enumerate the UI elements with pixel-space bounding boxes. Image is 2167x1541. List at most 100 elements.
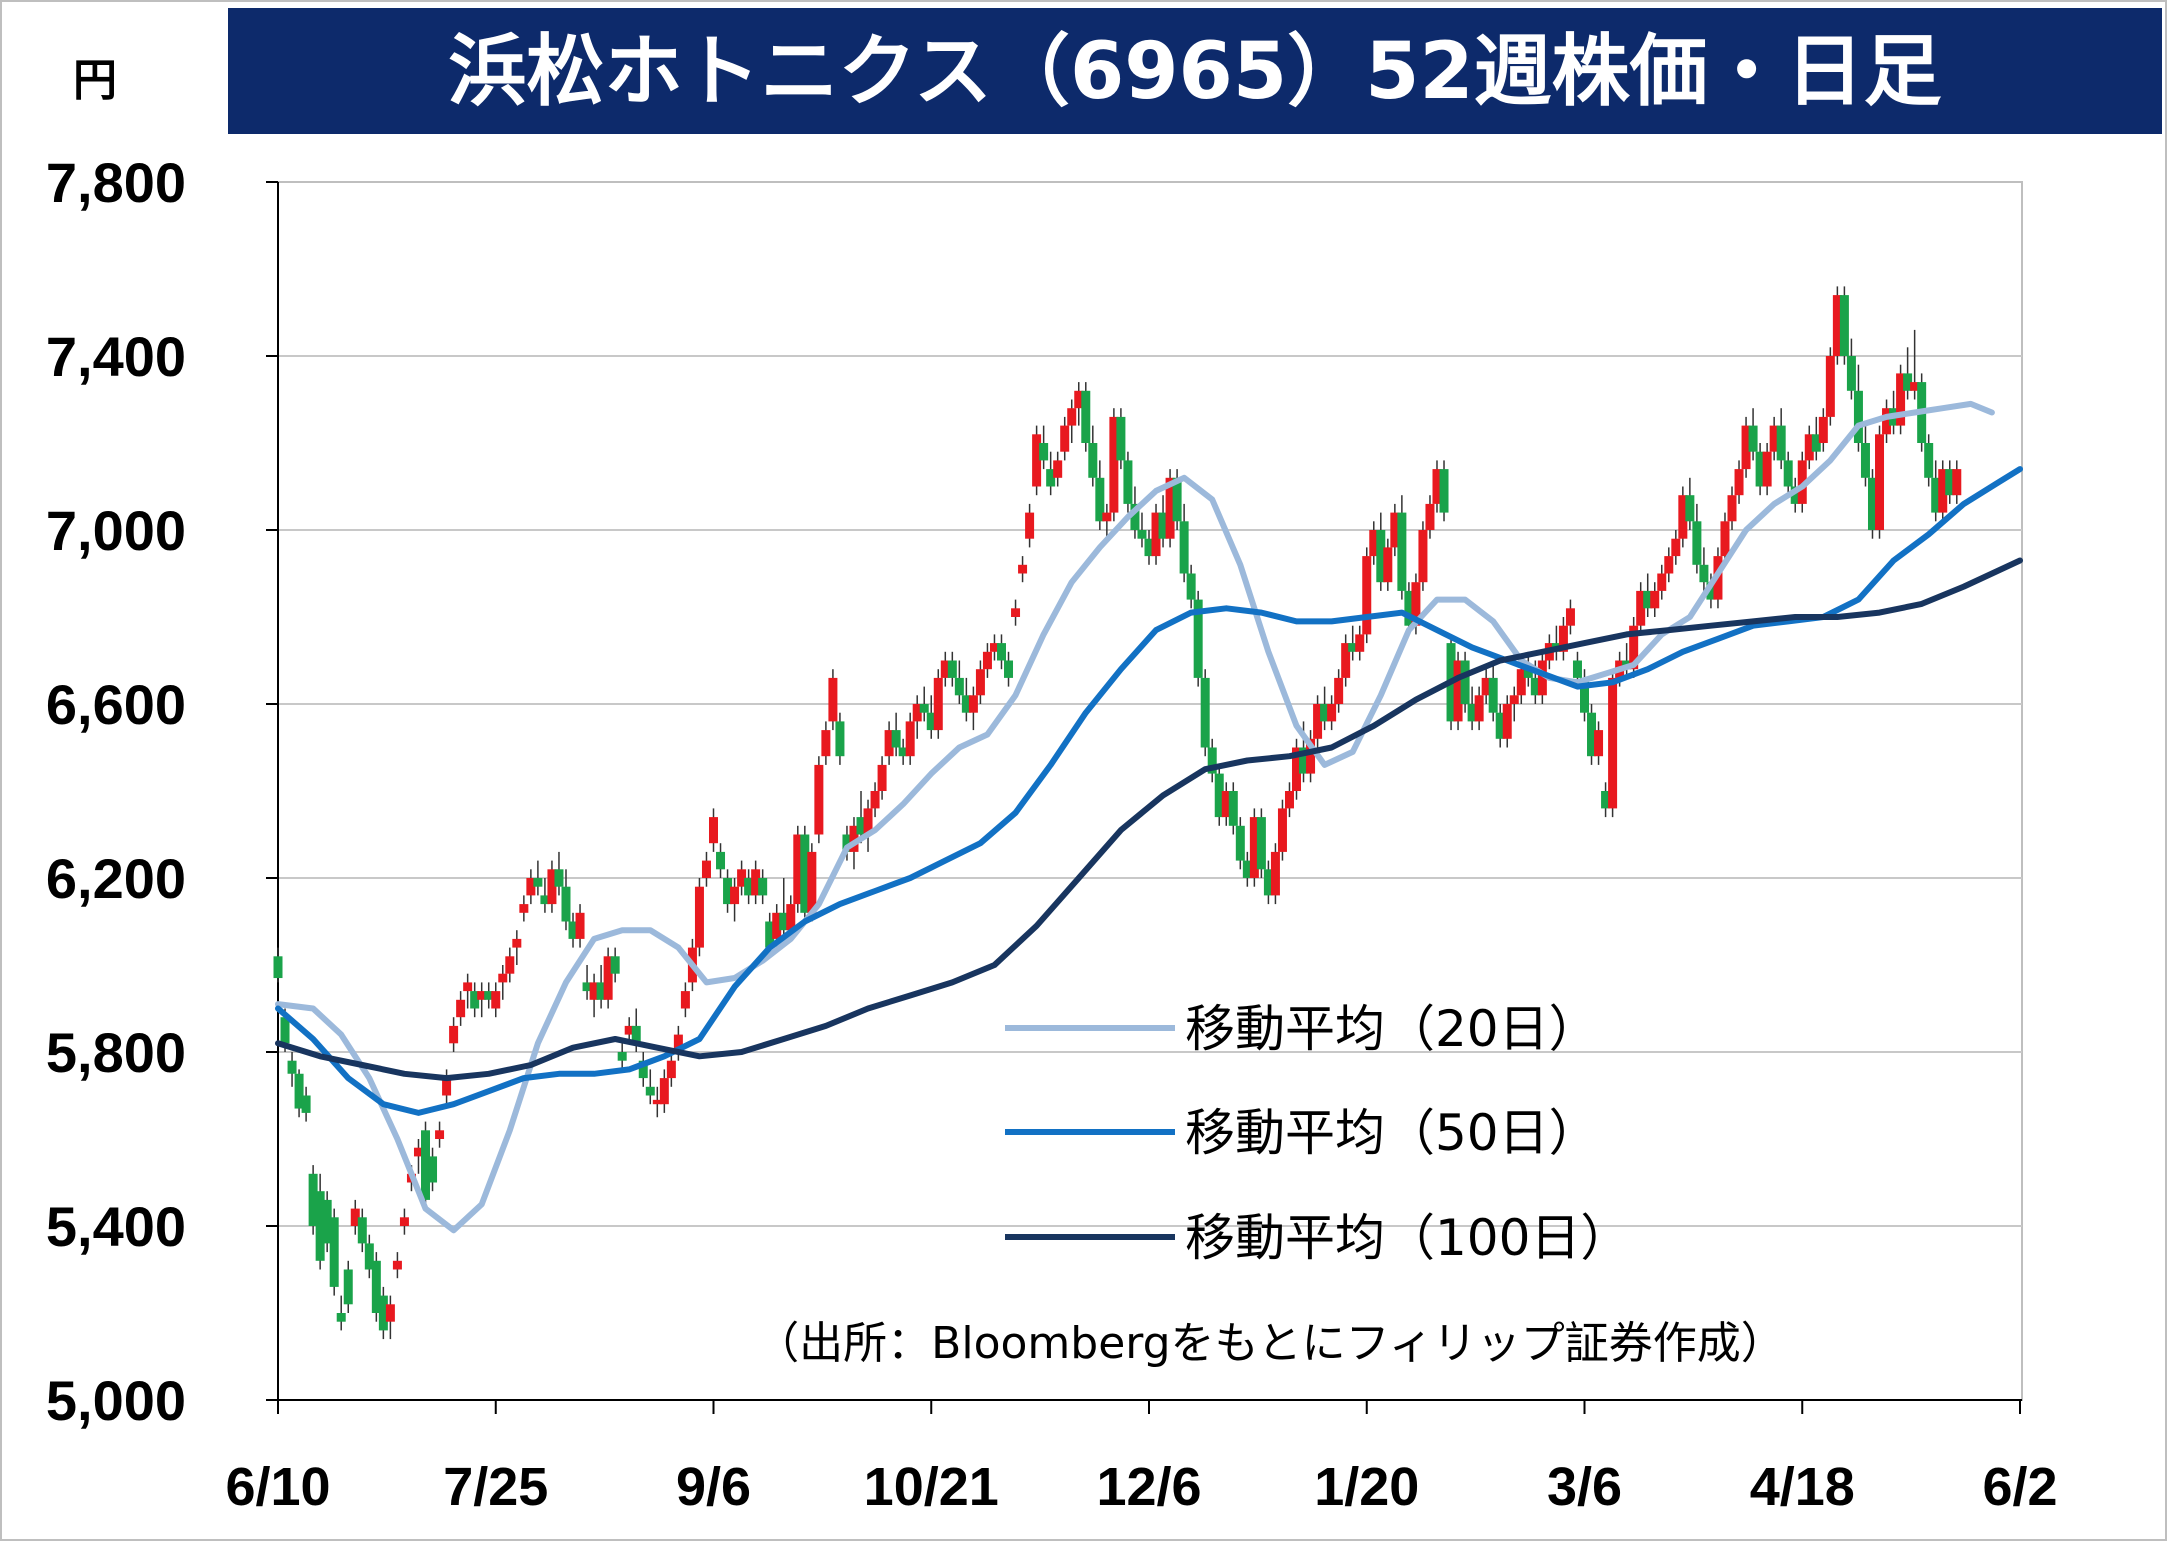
candle-body xyxy=(1214,773,1224,818)
candle-body xyxy=(1692,521,1702,565)
candle-body xyxy=(1657,573,1667,591)
x-axis-ticks: 6/10 7/25 9/6 10/21 12/6 1/20 3/6 4/18 6/2 xyxy=(225,1400,2058,1517)
candle-body xyxy=(1341,643,1351,678)
moving-average-line-ma100 xyxy=(275,557,2023,1082)
candle-body xyxy=(456,999,466,1018)
x-tick-label: 9/6 xyxy=(676,1457,751,1517)
candle-body xyxy=(336,1313,346,1322)
y-tick-label: 6,600 xyxy=(46,673,186,736)
x-tick-label: 1/20 xyxy=(1314,1457,1419,1517)
candle-body xyxy=(322,1199,332,1244)
y-tick-label: 7,400 xyxy=(46,325,186,388)
candle-body xyxy=(1397,512,1407,591)
candle-body xyxy=(1537,660,1547,696)
candle-body xyxy=(1664,556,1674,574)
candle-body xyxy=(1839,295,1849,356)
candle-body xyxy=(1172,477,1182,522)
candle-body xyxy=(975,669,985,696)
candle-body xyxy=(849,825,859,852)
candle-body xyxy=(842,834,852,852)
candle-body xyxy=(470,991,480,1009)
y-tick-label: 5,400 xyxy=(46,1195,186,1258)
candle-body xyxy=(1481,677,1491,696)
candle-body xyxy=(1320,704,1330,722)
candle-body xyxy=(1671,538,1681,557)
candle-body xyxy=(1643,590,1653,609)
candle-body xyxy=(1432,469,1442,504)
candle-body xyxy=(779,912,789,931)
candle-body xyxy=(1137,530,1147,539)
candle-body xyxy=(1270,851,1280,896)
candle-body xyxy=(308,1173,318,1226)
candle-body xyxy=(1776,425,1786,461)
candle-body xyxy=(1404,590,1414,626)
candle-body xyxy=(1678,495,1688,539)
candle-body xyxy=(1116,416,1126,461)
candle-body xyxy=(1032,434,1042,487)
candle-body xyxy=(737,869,747,887)
candle-body xyxy=(1081,390,1091,443)
candle-body xyxy=(1699,564,1709,583)
candle-body xyxy=(919,704,929,713)
candle-body xyxy=(694,886,704,948)
y-tick-label: 5,000 xyxy=(46,1369,186,1432)
candle-body xyxy=(1221,791,1231,818)
candle-body xyxy=(1706,582,1716,600)
candle-body xyxy=(1228,791,1238,826)
candle-body xyxy=(716,851,726,870)
candle-body xyxy=(1186,573,1196,600)
candle-body xyxy=(1263,869,1273,896)
candle-body xyxy=(1306,738,1316,774)
candle-body xyxy=(399,1217,409,1226)
candle-body xyxy=(1102,512,1112,522)
candle-body xyxy=(940,660,950,678)
candle-body xyxy=(280,1017,290,1044)
candle-body xyxy=(1453,660,1463,722)
moving-average-line-ma50 xyxy=(275,466,2023,1116)
candle-body xyxy=(1896,373,1906,426)
candle-body xyxy=(301,1095,311,1113)
candle-body xyxy=(350,1208,360,1226)
candle-body xyxy=(343,1269,353,1305)
candle-body xyxy=(989,643,999,652)
candle-body xyxy=(1875,434,1885,530)
candle-body xyxy=(730,886,740,905)
candle-body xyxy=(589,982,599,1000)
candle-body xyxy=(1200,677,1210,748)
candle-body xyxy=(947,660,957,678)
candle-body xyxy=(863,808,873,835)
candle-body xyxy=(821,730,831,757)
candle-body xyxy=(1060,425,1070,452)
candle-body xyxy=(926,712,936,731)
candle-body xyxy=(652,1099,662,1105)
candle-body xyxy=(814,764,824,835)
candle-body xyxy=(659,1078,669,1105)
candle-body xyxy=(1495,712,1505,739)
legend-label-ma50: 移動平均（50日） xyxy=(1185,1104,1599,1162)
candle-body xyxy=(498,973,508,983)
source-note: （出所：Bloombergをもとにフィリップ証券作成） xyxy=(755,1318,1785,1369)
candle-body xyxy=(701,860,711,878)
y-tick-label: 7,000 xyxy=(46,499,186,562)
candle-body xyxy=(1734,469,1744,496)
candle-body xyxy=(617,1052,627,1061)
candle-body xyxy=(449,1025,459,1044)
candle-body xyxy=(1558,625,1568,652)
candle-body xyxy=(484,991,494,1000)
legend-label-ma100: 移動平均（100日） xyxy=(1185,1209,1630,1267)
candle-body xyxy=(912,704,922,722)
candle-body xyxy=(505,956,515,974)
candle-body xyxy=(709,817,718,844)
candle-body xyxy=(751,869,761,896)
candle-body xyxy=(1931,477,1941,513)
x-tick-label: 3/6 xyxy=(1547,1457,1622,1517)
candle-body xyxy=(1348,643,1358,652)
candle-body xyxy=(1488,677,1498,713)
candle-body xyxy=(1418,530,1428,583)
candle-body xyxy=(1088,443,1098,478)
candle-body xyxy=(1039,443,1049,461)
candle-body xyxy=(1685,495,1695,522)
candle-body xyxy=(1179,521,1189,574)
candle-body xyxy=(1601,791,1611,809)
candle-body xyxy=(1769,425,1779,452)
